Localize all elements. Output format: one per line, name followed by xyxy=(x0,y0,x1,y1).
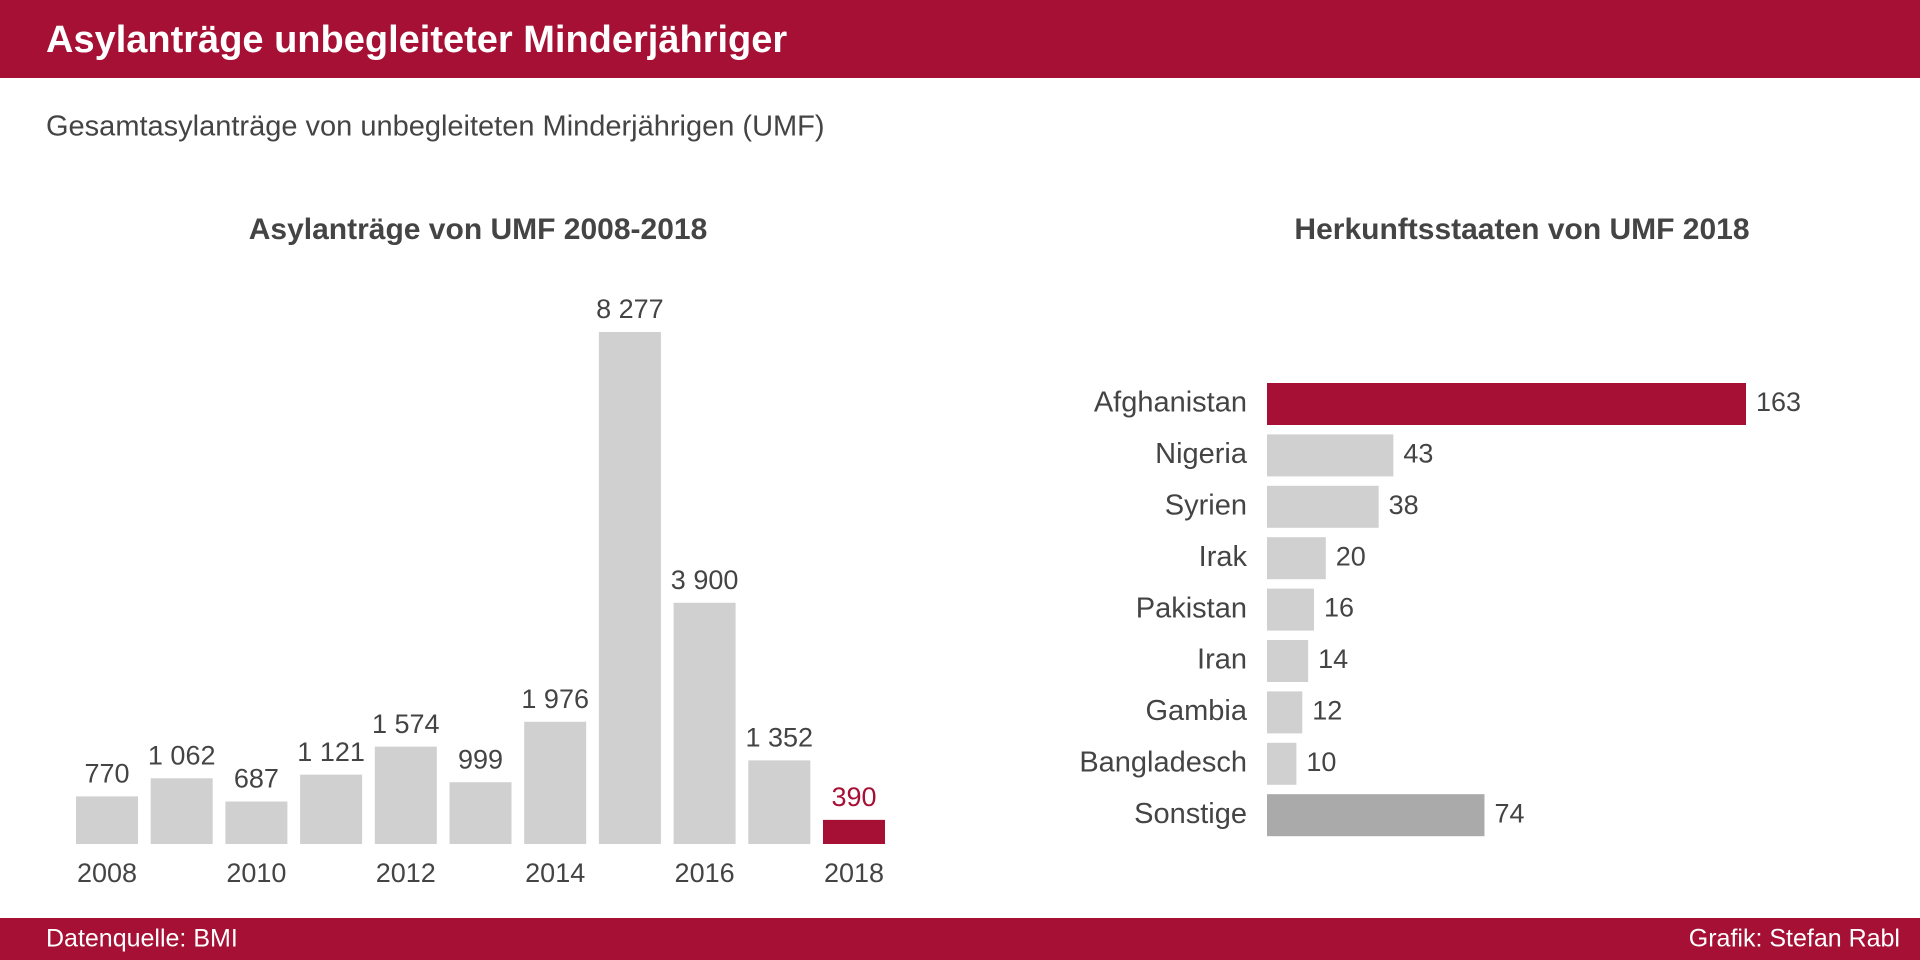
y-tick-label: Bangladesch xyxy=(1079,746,1247,778)
value-label: 999 xyxy=(458,744,503,774)
bar xyxy=(1267,794,1485,837)
bar xyxy=(1267,588,1315,631)
bar xyxy=(748,760,811,844)
value-label: 10 xyxy=(1306,747,1336,777)
value-label: 163 xyxy=(1756,387,1801,417)
y-tick-label: Afghanistan xyxy=(1094,387,1247,419)
y-tick-label: Irak xyxy=(1199,541,1248,573)
value-label: 1 062 xyxy=(148,740,216,770)
value-label: 390 xyxy=(831,782,876,812)
chart-title: Herkunftsstaaten von UMF 2018 xyxy=(1294,213,1749,246)
source: Datenquelle: BMI xyxy=(46,925,238,953)
value-label: 1 352 xyxy=(746,722,814,752)
footer-band xyxy=(0,918,1920,960)
bar xyxy=(300,774,363,844)
bar xyxy=(1267,691,1303,734)
bar xyxy=(673,602,736,844)
value-label: 1 976 xyxy=(521,684,589,714)
x-tick-label: 2010 xyxy=(226,858,286,888)
y-tick-label: Iran xyxy=(1197,644,1247,676)
x-tick-label: 2018 xyxy=(824,858,884,888)
value-label: 74 xyxy=(1494,798,1524,828)
x-tick-label: 2012 xyxy=(376,858,436,888)
y-tick-label: Gambia xyxy=(1145,695,1247,727)
bar xyxy=(823,819,885,844)
value-label: 3 900 xyxy=(671,565,739,595)
bar xyxy=(598,332,661,844)
bar xyxy=(76,796,138,844)
bar xyxy=(374,746,437,844)
value-label: 43 xyxy=(1403,439,1433,469)
value-label: 38 xyxy=(1389,490,1419,520)
value-label: 1 121 xyxy=(297,737,365,767)
bar xyxy=(1267,383,1746,425)
x-tick-label: 2008 xyxy=(77,858,137,888)
y-tick-label: Nigeria xyxy=(1155,438,1248,470)
chart-title: Asylanträge von UMF 2008-2018 xyxy=(249,213,708,246)
value-label: 16 xyxy=(1324,593,1354,623)
value-label: 8 277 xyxy=(596,294,664,324)
y-tick-label: Syrien xyxy=(1165,489,1247,521)
value-label: 770 xyxy=(84,758,129,788)
value-label: 1 574 xyxy=(372,709,440,739)
x-tick-label: 2016 xyxy=(675,858,735,888)
value-label: 687 xyxy=(234,764,279,794)
bar xyxy=(1267,742,1297,785)
y-tick-label: Sonstige xyxy=(1134,798,1247,830)
bar xyxy=(449,782,512,844)
bar xyxy=(1267,640,1309,682)
bar xyxy=(225,801,288,844)
value-label: 20 xyxy=(1336,541,1366,571)
bar xyxy=(150,778,213,844)
value-label: 14 xyxy=(1318,644,1348,674)
bar xyxy=(1267,537,1326,580)
value-label: 12 xyxy=(1312,696,1342,726)
bar xyxy=(524,721,587,844)
y-tick-label: Pakistan xyxy=(1136,592,1247,624)
header-band xyxy=(0,0,1920,78)
credit: Grafik: Stefan Rabl xyxy=(1689,925,1900,953)
bar xyxy=(1267,434,1394,477)
page-title: Asylanträge unbegleiteter Minderjähriger xyxy=(46,19,787,61)
x-tick-label: 2014 xyxy=(525,858,585,888)
page-subtitle: Gesamtasylanträge von unbegleiteten Mind… xyxy=(46,111,825,143)
bar xyxy=(1267,485,1379,528)
